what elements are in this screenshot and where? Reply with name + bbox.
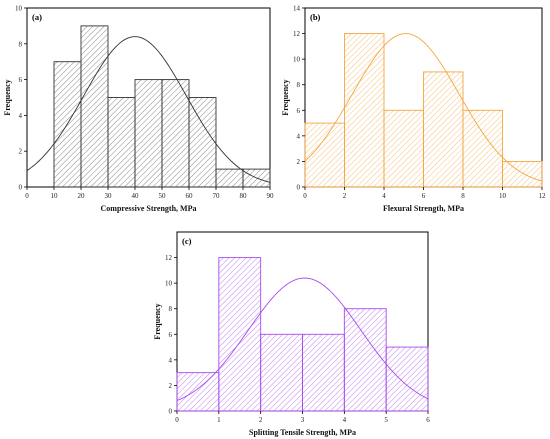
histogram-bar [107, 97, 136, 188]
y-tick-label: 4 [169, 356, 173, 364]
panel-label: (a) [32, 12, 42, 22]
histogram-bar [134, 79, 163, 188]
y-tick-label: 0 [19, 184, 23, 192]
histogram-bar [344, 33, 385, 188]
y-tick-label: 8 [297, 81, 301, 89]
histogram-bar [80, 25, 109, 188]
x-tick-label: 30 [105, 192, 113, 200]
x-tick-label: 2 [259, 416, 263, 424]
panel-a: 0 10 20 30 40 50 60 70 80 90 0 2 4 6 8 10 (a) Compress… [3, 5, 274, 214]
x-tick-label: 4 [382, 192, 386, 200]
x-tick-label: 60 [186, 192, 194, 200]
normal-fit-curve [176, 277, 429, 402]
y-tick-label: 8 [19, 40, 23, 48]
x-tick-label: 6 [426, 416, 430, 424]
histogram-bar [385, 346, 429, 412]
x-tick-label: 40 [132, 192, 140, 200]
panel-label: (c) [182, 236, 192, 246]
x-tick-label: 80 [240, 192, 248, 200]
y-tick-label: 0 [297, 184, 301, 192]
y-tick-label: 14 [293, 5, 301, 13]
x-axis-ticks: 0 10 20 30 40 50 60 70 80 90 [25, 187, 274, 200]
x-axis-label: Flexural Strength, MPa [383, 204, 464, 213]
histogram-bar [302, 333, 345, 412]
x-tick-label: 4 [343, 416, 347, 424]
x-tick-label: 5 [384, 416, 388, 424]
histogram-bar [343, 308, 387, 412]
histogram-bar [53, 61, 82, 188]
y-axis-ticks: 0 2 4 6 8 10 12 [165, 254, 177, 416]
y-axis-label: Frequency [153, 303, 162, 339]
y-axis-label: Frequency [281, 79, 290, 115]
histogram-bar [215, 168, 244, 188]
y-tick-label: 6 [297, 107, 301, 115]
histogram-bar [462, 109, 503, 188]
histogram-bars [176, 257, 429, 412]
y-tick-label: 6 [169, 331, 173, 339]
histogram-bar [260, 333, 303, 412]
histogram-bar [502, 160, 543, 188]
histogram-bar [176, 372, 220, 412]
y-tick-label: 10 [293, 56, 301, 64]
x-tick-label: 70 [213, 192, 221, 200]
normal-fit-curve [26, 36, 271, 183]
histogram-bar [423, 71, 464, 188]
histogram-bar [161, 79, 190, 188]
y-tick-label: 2 [19, 148, 23, 156]
y-tick-label: 10 [165, 280, 173, 288]
x-tick-label: 12 [539, 192, 547, 200]
histogram-bar [188, 97, 217, 188]
x-tick-label: 20 [78, 192, 86, 200]
panel-b: 0 2 4 6 8 10 12 0 2 4 6 8 10 12 14 (b) Flexural Stren… [281, 5, 546, 214]
x-tick-label: 8 [461, 192, 465, 200]
x-tick-label: 3 [301, 416, 305, 424]
x-axis-ticks: 0 1 2 3 4 5 6 [175, 411, 430, 424]
x-tick-label: 0 [303, 192, 307, 200]
x-tick-label: 0 [175, 416, 179, 424]
histogram-bars [53, 25, 271, 188]
x-axis-ticks: 0 2 4 6 8 10 12 [303, 187, 546, 200]
histogram-bar [383, 109, 424, 188]
x-tick-label: 50 [159, 192, 167, 200]
x-axis-label: Splitting Tensile Strength, MPa [249, 428, 356, 437]
y-tick-label: 12 [293, 30, 301, 38]
y-tick-label: 4 [297, 132, 301, 140]
x-tick-label: 0 [25, 192, 29, 200]
histogram-bars [304, 33, 543, 188]
x-tick-label: 6 [422, 192, 426, 200]
x-tick-label: 90 [267, 192, 275, 200]
y-axis-label: Frequency [3, 79, 12, 115]
y-tick-label: 12 [165, 254, 173, 262]
y-tick-label: 8 [169, 305, 173, 313]
x-tick-label: 2 [343, 192, 347, 200]
y-tick-label: 2 [297, 158, 301, 166]
panel-label: (b) [310, 12, 321, 22]
y-tick-label: 6 [19, 76, 23, 84]
y-tick-label: 2 [169, 382, 173, 390]
x-tick-label: 10 [499, 192, 507, 200]
y-tick-label: 0 [169, 408, 173, 416]
x-tick-label: 1 [217, 416, 221, 424]
histogram-bar [218, 257, 262, 412]
y-axis-ticks: 0 2 4 6 8 10 12 14 [293, 5, 305, 192]
x-axis-label: Compressive Strength, MPa [101, 204, 197, 213]
y-tick-label: 4 [19, 112, 23, 120]
normal-fit-curve [304, 33, 543, 182]
x-tick-label: 10 [51, 192, 59, 200]
y-axis-ticks: 0 2 4 6 8 10 [15, 5, 27, 192]
y-tick-label: 10 [15, 5, 23, 13]
